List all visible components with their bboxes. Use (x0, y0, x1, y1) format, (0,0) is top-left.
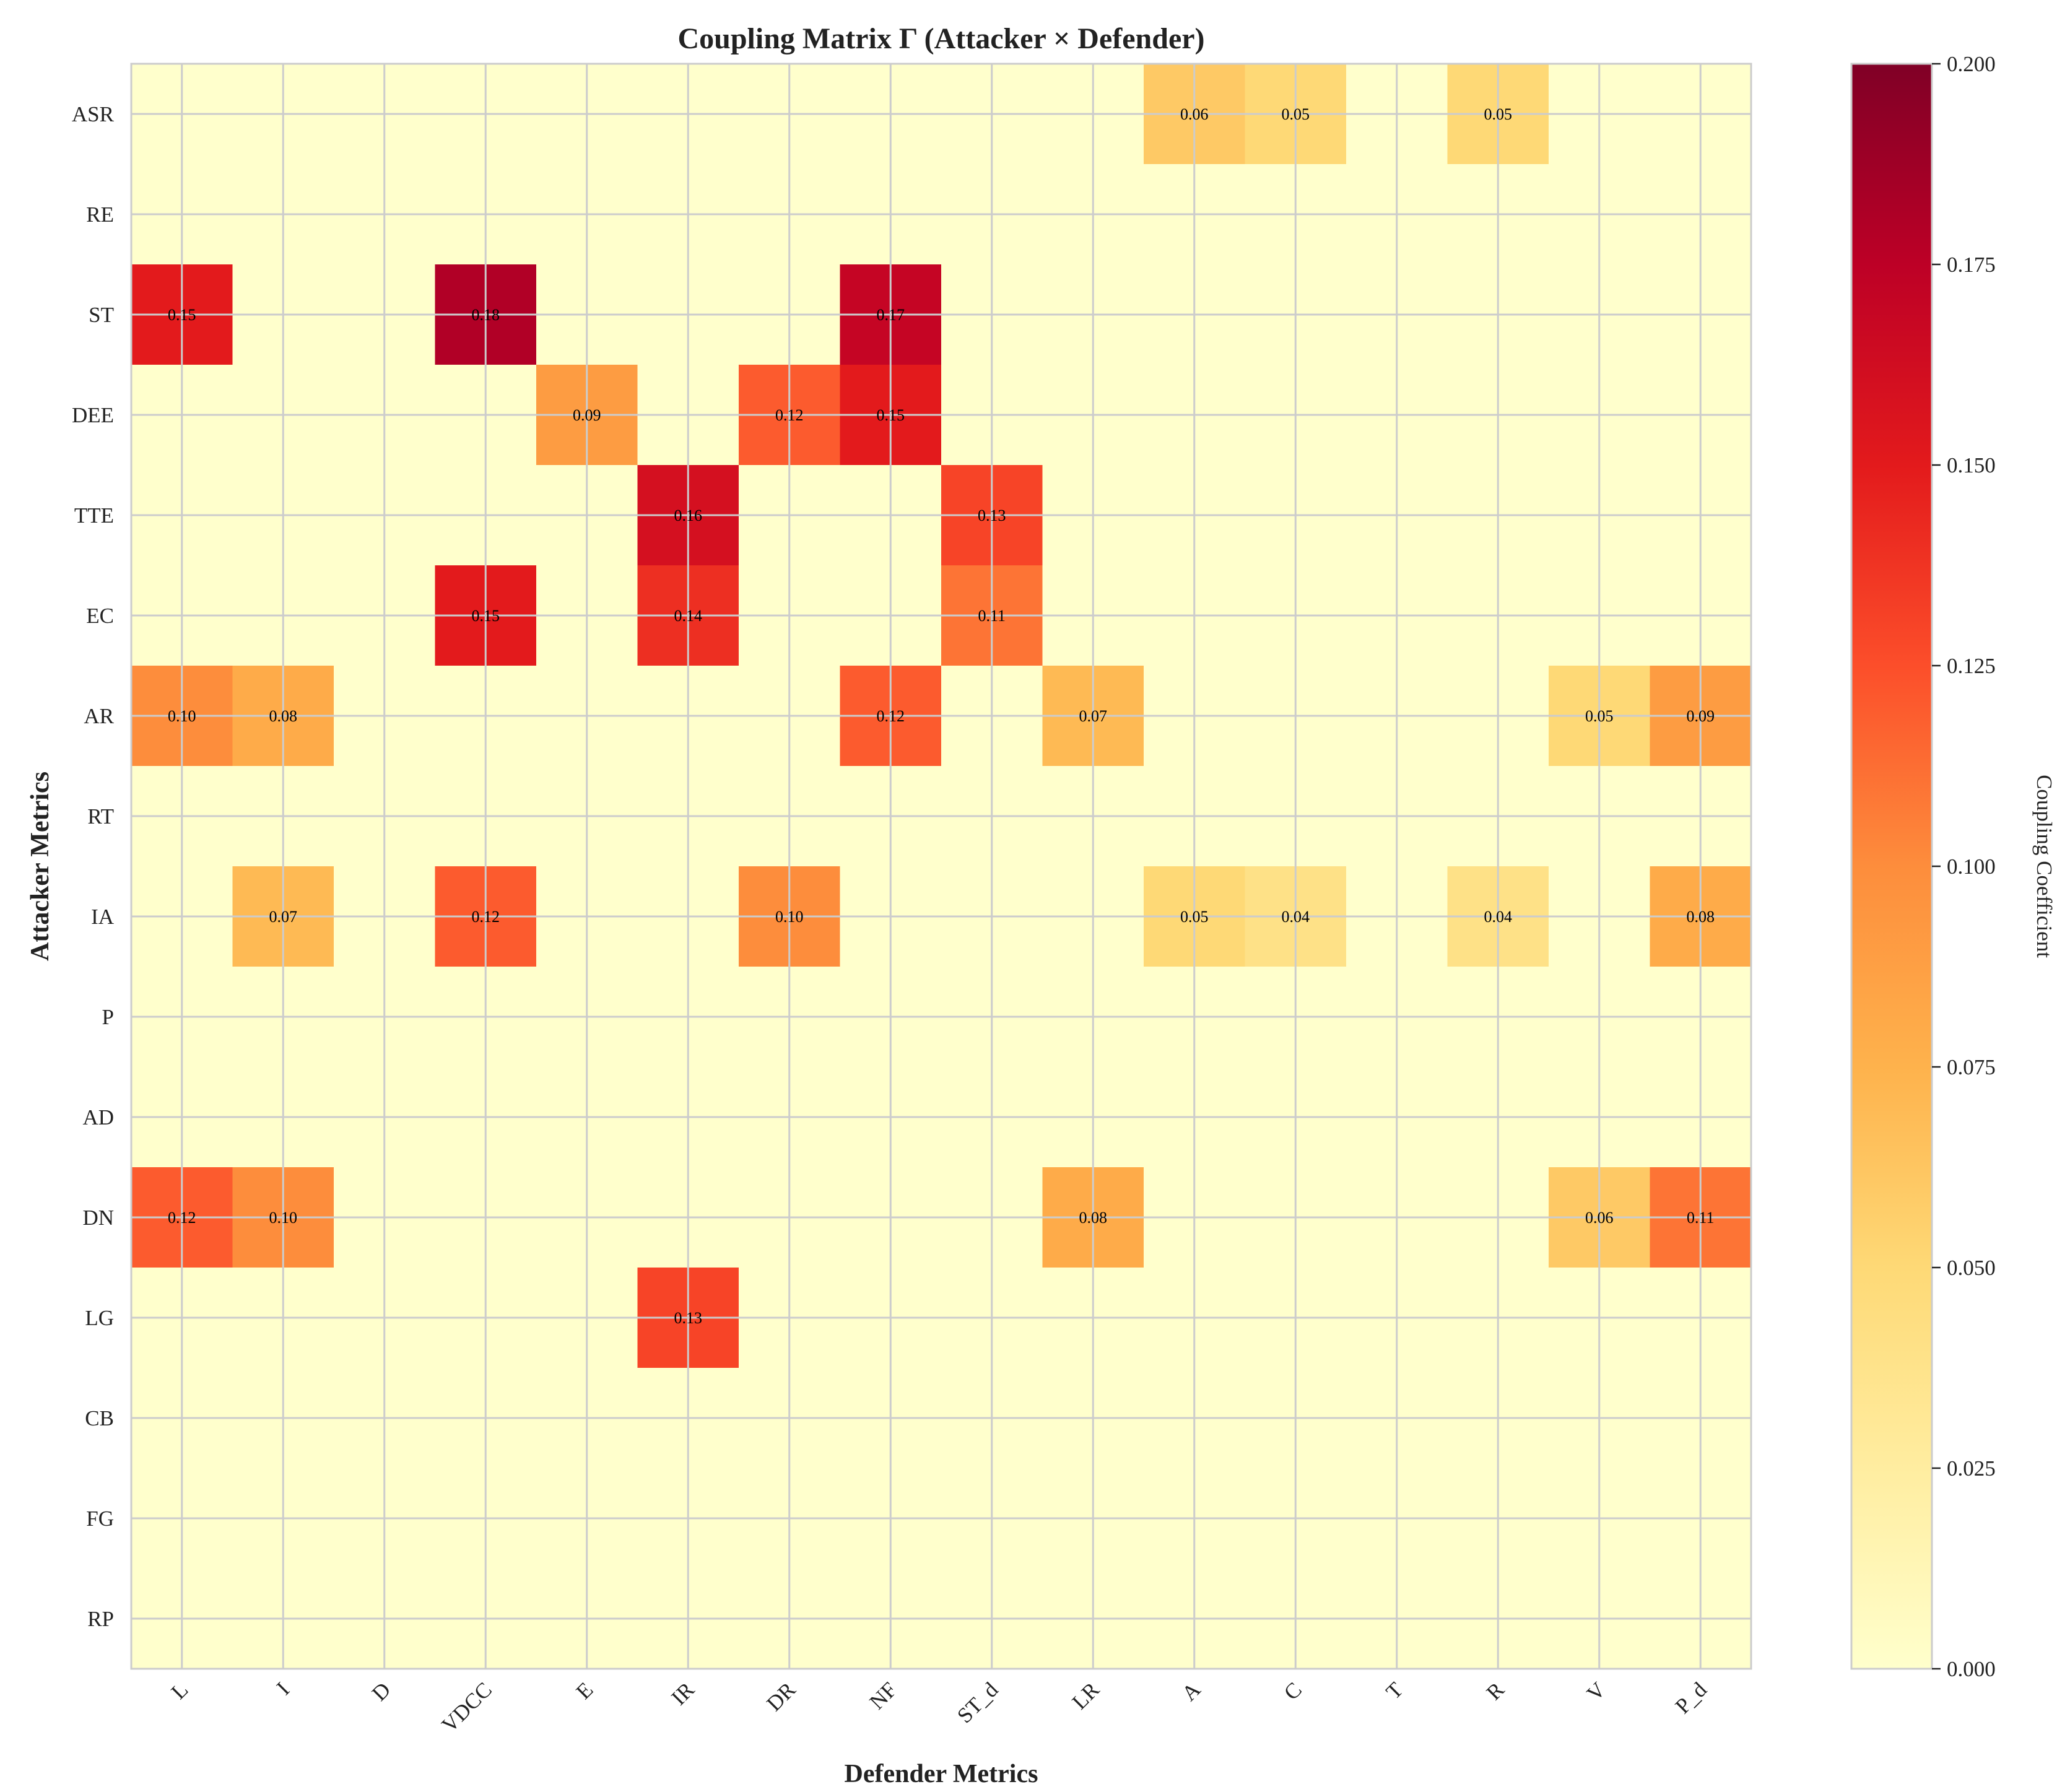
x-tick-label: NF (865, 1677, 902, 1714)
y-tick-label: EC (86, 604, 114, 628)
cell-value-label: 0.05 (1282, 105, 1310, 123)
y-tick-label: TTE (74, 503, 114, 528)
x-tick-label: IR (667, 1677, 700, 1710)
cell-value-labels: 0.06 0.05 0.05 0.15 0.18 0.17 0.09 0.12 0.15 0.16… (168, 105, 1715, 1327)
y-tick-label: P (102, 1005, 114, 1029)
y-tick-label: DN (82, 1206, 114, 1230)
x-tick-label: A (1177, 1677, 1206, 1706)
cell-value-label: 0.05 (1484, 105, 1513, 123)
x-tick-label: R (1482, 1677, 1510, 1705)
x-tick-label: P_d (1671, 1677, 1711, 1718)
cell-value-label: 0.09 (573, 406, 601, 424)
colorbar-ticks: 0.000 0.025 0.050 0.075 0.100 0.125 0.150 0.175… (1932, 52, 1996, 1681)
x-tick-label: DR (762, 1677, 800, 1716)
y-tick-label: AR (84, 704, 114, 728)
cell-value-label: 0.18 (472, 306, 500, 324)
x-axis-label: Defender Metrics (845, 1760, 1038, 1788)
cell-value-label: 0.10 (269, 1209, 298, 1227)
cell-value-label: 0.07 (1079, 707, 1108, 725)
colorbar-tick-label: 0.050 (1947, 1256, 1996, 1280)
colorbar (1850, 63, 1933, 1670)
cell-value-label: 0.08 (269, 707, 298, 725)
colorbar-tick-label: 0.175 (1947, 253, 1996, 277)
colorbar-tick-label: 0.025 (1947, 1456, 1996, 1481)
y-axis-ticks: ASR RE ST DEE TTE EC AR RT IA P AD DN LG CB FG RP (72, 102, 115, 1631)
y-tick-label: RP (87, 1607, 114, 1631)
cell-value-label: 0.11 (1687, 1209, 1715, 1227)
cell-value-label: 0.04 (1282, 908, 1310, 926)
cell-value-label: 0.08 (1079, 1209, 1108, 1227)
colorbar-tick-label: 0.075 (1947, 1055, 1996, 1079)
colorbar-label: Coupling Coefficient (2032, 775, 2056, 958)
cell-value-label: 0.06 (1585, 1209, 1614, 1227)
cell-value-label: 0.05 (1180, 908, 1209, 926)
x-tick-label: D (367, 1677, 395, 1705)
cell-value-label: 0.08 (1687, 908, 1715, 926)
cell-value-label: 0.17 (877, 306, 905, 324)
cell-value-label: 0.09 (1687, 707, 1715, 725)
x-tick-label: T (1381, 1677, 1408, 1704)
cell-value-label: 0.15 (472, 607, 500, 625)
cell-value-label: 0.15 (877, 406, 905, 424)
x-tick-label: ST_d (952, 1677, 1003, 1728)
x-tick-label: LR (1068, 1677, 1105, 1715)
cell-value-label: 0.13 (978, 507, 1006, 524)
cell-value-label: 0.10 (168, 707, 196, 725)
grid-lines (131, 64, 1751, 1669)
heatmap-cells (131, 64, 1752, 1669)
y-tick-label: FG (86, 1507, 114, 1531)
y-tick-label: RT (87, 804, 114, 829)
plot-frame (130, 63, 1752, 1670)
cell-value-label: 0.12 (472, 908, 500, 926)
x-tick-label: L (167, 1677, 193, 1704)
y-tick-label: DEE (72, 403, 114, 427)
y-tick-label: LG (85, 1306, 114, 1330)
cell-value-label: 0.11 (978, 607, 1006, 625)
cell-value-label: 0.13 (674, 1309, 703, 1327)
x-axis-ticks: L I D VDCC E IR DR NF ST_d LR A C T R V P_d (167, 1677, 1712, 1738)
y-tick-label: ST (89, 303, 114, 327)
x-tick-label: E (572, 1677, 598, 1704)
colorbar-tick-label: 0.125 (1947, 654, 1996, 678)
colorbar-tick-label: 0.000 (1947, 1657, 1996, 1681)
y-tick-label: AD (82, 1105, 114, 1129)
cell-value-label: 0.12 (775, 406, 804, 424)
cell-value-label: 0.07 (269, 908, 298, 926)
cell-value-label: 0.04 (1484, 908, 1513, 926)
y-tick-label: IA (91, 905, 115, 929)
colorbar-tick-label: 0.200 (1947, 52, 1996, 76)
cell-value-label: 0.16 (674, 507, 703, 524)
chart-title: Coupling Matrix Γ (Attacker × Defender) (677, 22, 1204, 55)
colorbar-tick-label: 0.100 (1947, 855, 1996, 879)
x-tick-label: C (1279, 1677, 1307, 1705)
y-tick-label: ASR (72, 102, 115, 126)
y-tick-label: RE (86, 202, 114, 227)
y-axis-label: Attacker Metrics (26, 772, 54, 961)
cell-value-label: 0.12 (877, 707, 905, 725)
colorbar-tick-label: 0.150 (1947, 453, 1996, 477)
cell-value-label: 0.15 (168, 306, 196, 324)
y-tick-label: CB (85, 1406, 114, 1430)
cell-value-label: 0.12 (168, 1209, 196, 1227)
x-tick-label: VDCC (437, 1677, 497, 1737)
cell-value-label: 0.05 (1585, 707, 1614, 725)
x-tick-label: V (1582, 1677, 1610, 1705)
x-tick-label: I (272, 1677, 294, 1700)
cell-value-label: 0.14 (674, 607, 703, 625)
cell-value-label: 0.10 (775, 908, 804, 926)
cell-value-label: 0.06 (1180, 105, 1209, 123)
